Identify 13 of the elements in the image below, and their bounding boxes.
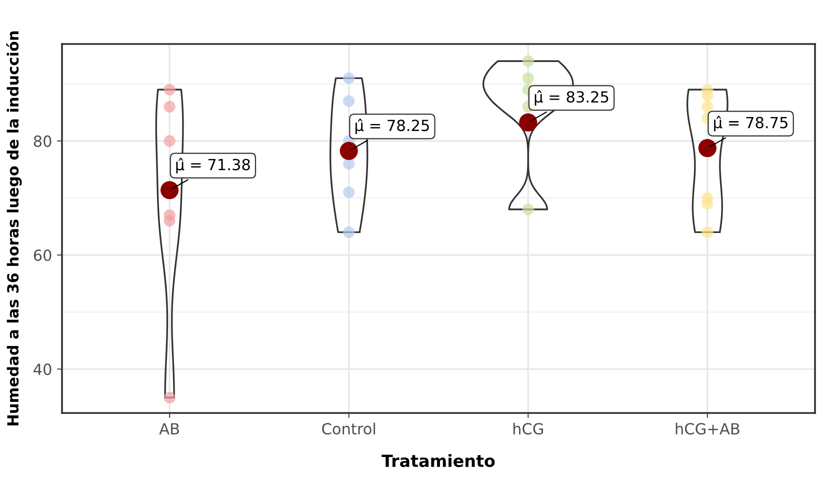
x-tick-label: Control bbox=[322, 422, 376, 435]
y-axis-title: Humedad a las 36 horas luego de la inducción bbox=[6, 31, 22, 426]
x-axis-title: Tratamiento bbox=[382, 454, 495, 468]
y-tick-label: 80 bbox=[34, 135, 52, 147]
data-label: μ̂ = 78.75 bbox=[714, 116, 788, 132]
y-tick-label: 60 bbox=[34, 249, 52, 262]
x-tick-label: AB bbox=[159, 423, 179, 434]
data-label: μ̂ = 71.38 bbox=[176, 158, 250, 174]
data-label: μ̂ = 83.25 bbox=[534, 90, 608, 106]
x-tick-label: hCG+AB bbox=[676, 422, 740, 435]
x-tick-label: hCG bbox=[513, 422, 543, 435]
data-label: μ̂ = 78.25 bbox=[356, 118, 429, 134]
y-tick-label: 40 bbox=[34, 364, 52, 376]
